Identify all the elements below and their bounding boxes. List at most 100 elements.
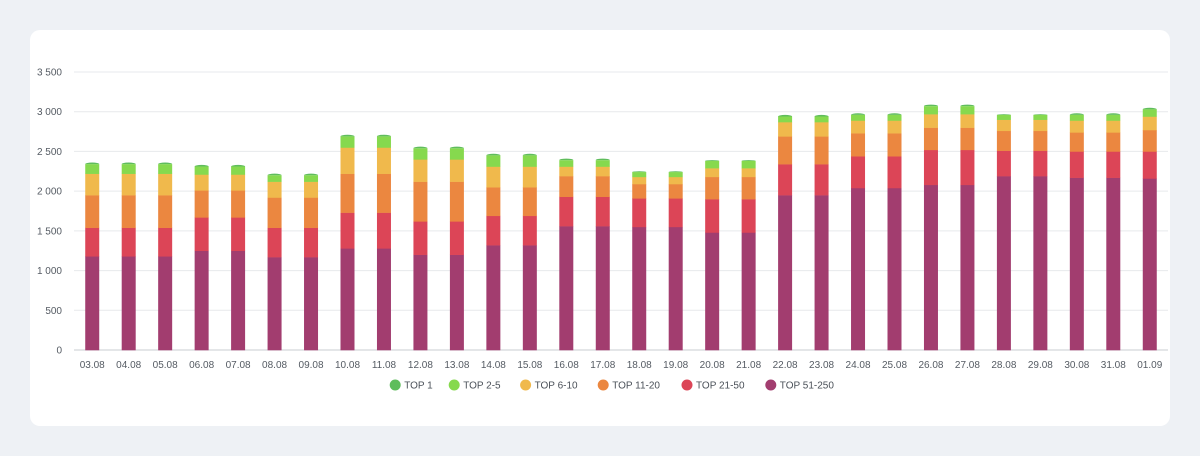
bar-segment[interactable]	[705, 232, 720, 351]
bar-segment[interactable]	[1142, 151, 1157, 179]
bar-segment[interactable]	[887, 156, 902, 189]
bar-stack[interactable]	[887, 113, 902, 351]
legend-item[interactable]: TOP 6-10	[520, 379, 578, 392]
bar-stack[interactable]	[194, 164, 209, 351]
bar-segment[interactable]	[85, 162, 100, 165]
bar-segment[interactable]	[887, 114, 902, 121]
bar-stack[interactable]	[814, 114, 829, 351]
bar-stack[interactable]	[668, 171, 683, 351]
bar-segment[interactable]	[304, 181, 319, 198]
bar-stack[interactable]	[158, 162, 173, 351]
bar-segment[interactable]	[376, 134, 391, 137]
bar-segment[interactable]	[595, 160, 610, 167]
bar-segment[interactable]	[304, 173, 319, 176]
bar-segment[interactable]	[85, 164, 100, 174]
bar-segment[interactable]	[486, 153, 501, 156]
bar-stack[interactable]	[923, 104, 938, 351]
bar-stack[interactable]	[340, 134, 355, 351]
bar-segment[interactable]	[121, 162, 136, 165]
bar-segment[interactable]	[851, 156, 866, 189]
bar-segment[interactable]	[121, 164, 136, 174]
bar-stack[interactable]	[85, 162, 100, 351]
bar-segment[interactable]	[814, 122, 829, 137]
bar-stack[interactable]	[413, 146, 428, 351]
bar-segment[interactable]	[778, 164, 793, 196]
bar-segment[interactable]	[1069, 132, 1084, 152]
bar-segment[interactable]	[1106, 132, 1121, 152]
bar-segment[interactable]	[923, 127, 938, 151]
bar-segment[interactable]	[1106, 120, 1121, 133]
bar-segment[interactable]	[267, 181, 282, 198]
legend[interactable]: TOP 1 TOP 2-5 TOP 6-10 TOP 11-20 TOP 21-50 TO…	[389, 379, 835, 392]
bar-segment[interactable]	[231, 250, 246, 351]
bar-segment[interactable]	[741, 160, 756, 169]
bar-segment[interactable]	[814, 164, 829, 196]
bar-segment[interactable]	[705, 160, 720, 169]
bar-segment[interactable]	[522, 187, 537, 217]
bar-segment[interactable]	[996, 114, 1011, 115]
bar-stack[interactable]	[267, 173, 282, 351]
bar-segment[interactable]	[304, 227, 319, 258]
bar-segment[interactable]	[668, 171, 683, 173]
bar-segment[interactable]	[559, 158, 574, 161]
bar-segment[interactable]	[1033, 130, 1048, 151]
bar-segment[interactable]	[376, 147, 391, 174]
bar-segment[interactable]	[376, 173, 391, 213]
bar-segment[interactable]	[449, 159, 464, 182]
bar-segment[interactable]	[1142, 129, 1157, 152]
bar-segment[interactable]	[304, 257, 319, 351]
bar-segment[interactable]	[449, 181, 464, 222]
bar-stack[interactable]	[1106, 113, 1121, 351]
bar-segment[interactable]	[960, 184, 975, 351]
bar-segment[interactable]	[1106, 113, 1121, 115]
bar-segment[interactable]	[194, 250, 209, 351]
bar-segment[interactable]	[923, 114, 938, 128]
bar-segment[interactable]	[996, 150, 1011, 177]
bar-stack[interactable]	[851, 113, 866, 351]
bar-segment[interactable]	[376, 248, 391, 351]
bar-stack[interactable]	[778, 114, 793, 351]
bar-segment[interactable]	[778, 136, 793, 165]
bar-segment[interactable]	[304, 175, 319, 182]
bar-segment[interactable]	[705, 176, 720, 200]
bar-segment[interactable]	[194, 174, 209, 191]
bar-segment[interactable]	[121, 195, 136, 228]
bar-stack[interactable]	[449, 146, 464, 351]
bar-segment[interactable]	[376, 136, 391, 148]
bar-segment[interactable]	[668, 226, 683, 351]
bar-segment[interactable]	[1142, 107, 1157, 110]
bar-segment[interactable]	[1142, 109, 1157, 117]
bar-segment[interactable]	[231, 164, 246, 167]
bar-segment[interactable]	[85, 256, 100, 351]
bar-segment[interactable]	[522, 153, 537, 156]
bar-segment[interactable]	[741, 199, 756, 233]
bar-segment[interactable]	[887, 133, 902, 157]
bar-segment[interactable]	[923, 184, 938, 351]
bar-segment[interactable]	[741, 176, 756, 200]
legend-item[interactable]: TOP 51-250	[765, 379, 834, 392]
bar-segment[interactable]	[559, 176, 574, 198]
legend-item[interactable]: TOP 2-5	[448, 379, 501, 392]
bar-segment[interactable]	[267, 197, 282, 228]
bar-segment[interactable]	[1033, 114, 1048, 120]
bar-segment[interactable]	[340, 212, 355, 249]
bar-segment[interactable]	[231, 190, 246, 218]
bar-segment[interactable]	[121, 227, 136, 257]
bar-segment[interactable]	[960, 149, 975, 186]
bar-segment[interactable]	[1033, 119, 1048, 132]
legend-item[interactable]: TOP 21-50	[681, 379, 745, 392]
bar-segment[interactable]	[121, 173, 136, 196]
bar-segment[interactable]	[923, 106, 938, 115]
bar-segment[interactable]	[668, 172, 683, 178]
bar-segment[interactable]	[996, 114, 1011, 120]
bar-segment[interactable]	[595, 166, 610, 177]
bar-segment[interactable]	[1069, 120, 1084, 133]
bar-segment[interactable]	[449, 148, 464, 160]
bar-segment[interactable]	[960, 106, 975, 115]
bar-stack[interactable]	[376, 134, 391, 351]
bar-segment[interactable]	[1106, 114, 1121, 121]
bar-segment[interactable]	[304, 197, 319, 228]
bar-segment[interactable]	[486, 155, 501, 167]
bar-segment[interactable]	[267, 173, 282, 176]
bar-segment[interactable]	[741, 160, 756, 161]
